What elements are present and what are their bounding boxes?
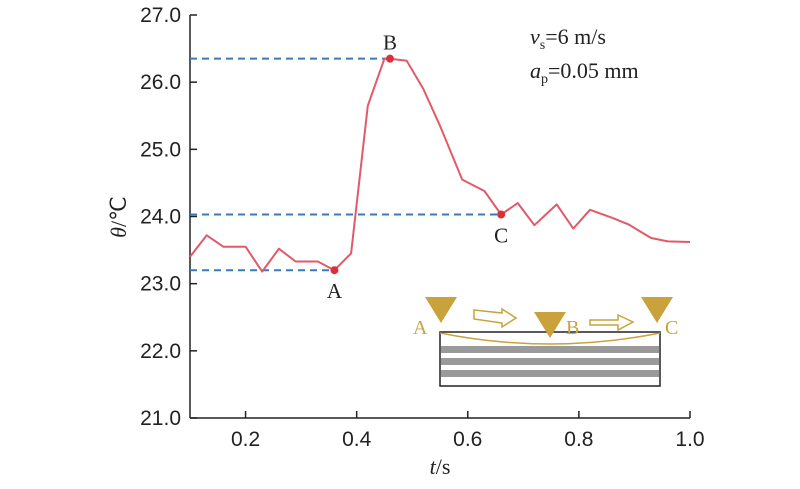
x-tick-label: 1.0 (675, 428, 704, 451)
series-group (189, 57, 691, 273)
series-line (189, 57, 691, 273)
tool-triangle-c (641, 297, 673, 323)
workpiece-stripe (441, 370, 659, 377)
marked-points: A B C (327, 31, 508, 304)
tool-path-arc (439, 332, 661, 345)
y-tick-label: 24.0 (140, 206, 181, 229)
y-tick-label: 27.0 (140, 4, 181, 27)
point-a-marker (330, 266, 339, 275)
x-tick-label: 0.6 (453, 428, 482, 451)
grinding-schematic-inset: A B C (413, 297, 678, 387)
tool-triangle-a (425, 297, 457, 323)
workpiece-stripe (441, 346, 659, 353)
point-c-label: C (494, 223, 508, 247)
inset-label-c: C (665, 317, 678, 339)
speed-annotation: vs=6 m/s (530, 24, 606, 53)
y-tick-label: 23.0 (140, 273, 181, 296)
y-tick-label: 21.0 (140, 407, 181, 430)
x-axis-title: t/s (430, 454, 451, 479)
y-tick-label: 22.0 (140, 340, 181, 363)
depth-annotation: ap=0.05 mm (530, 58, 639, 87)
tool-triangle-b (534, 312, 566, 338)
workpiece-stripe (441, 358, 659, 365)
x-tick-label: 0.4 (342, 428, 372, 451)
x-ticks: 0.2 0.4 0.6 0.8 1.0 (231, 411, 705, 451)
y-tick-label: 25.0 (140, 138, 181, 161)
point-b-marker (386, 54, 394, 63)
point-c-marker (497, 210, 506, 219)
arrow-right-icon (473, 307, 518, 329)
inset-label-b: B (566, 317, 579, 339)
reference-lines (190, 57, 502, 272)
point-b-label: B (383, 31, 397, 55)
y-ticks: 21.0 22.0 23.0 24.0 25.0 26.0 27.0 (140, 4, 197, 430)
y-tick-label: 26.0 (140, 71, 181, 94)
inset-label-a: A (413, 317, 428, 339)
x-tick-label: 0.8 (564, 428, 593, 451)
arrow-right-icon (589, 313, 635, 332)
point-a-label: A (327, 279, 343, 303)
x-tick-label: 0.2 (231, 428, 260, 451)
y-axis-title: θ/℃ (106, 196, 131, 238)
